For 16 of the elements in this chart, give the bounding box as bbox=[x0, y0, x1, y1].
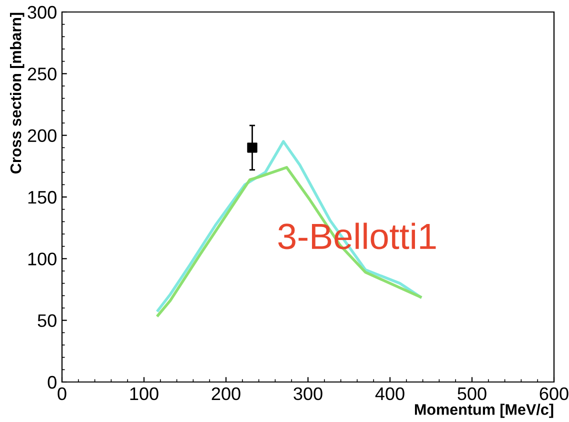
x-tick-label: 300 bbox=[294, 387, 322, 400]
x-tick-label: 500 bbox=[458, 387, 486, 400]
y-tick-label: 50 bbox=[38, 314, 56, 328]
y-tick-label: 0 bbox=[48, 376, 56, 389]
x-tick-label: 600 bbox=[540, 387, 568, 400]
y-tick-label: 200 bbox=[28, 129, 56, 142]
y-tick-label: 100 bbox=[28, 252, 56, 266]
y-tick-label: 150 bbox=[28, 190, 56, 204]
y-axis-title: Cross section [mbarn] bbox=[10, 12, 24, 174]
x-tick-label: 400 bbox=[375, 387, 404, 400]
x-tick-label: 200 bbox=[212, 387, 240, 400]
y-tick-label: 250 bbox=[28, 68, 56, 80]
x-tick-label: 0 bbox=[58, 387, 66, 400]
x-tick-label: 100 bbox=[130, 387, 158, 400]
y-tick-label: 300 bbox=[28, 6, 56, 19]
x-axis-title: Momentum [MeV/c] bbox=[414, 404, 554, 418]
